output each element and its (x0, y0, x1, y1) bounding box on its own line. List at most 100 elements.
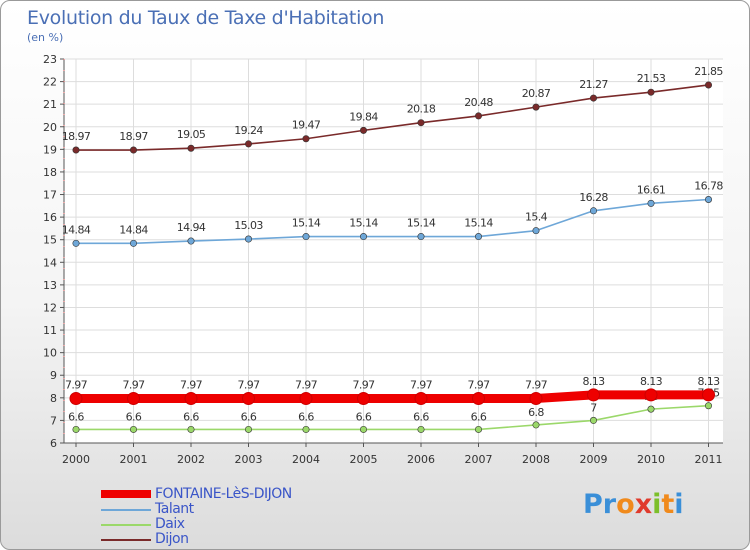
series-line-0 (71, 390, 713, 404)
data-point (474, 233, 482, 241)
data-point (302, 233, 310, 241)
legend-label-talant: Talant (155, 501, 194, 517)
data-point (187, 425, 195, 433)
data-point (187, 144, 195, 152)
data-point (242, 392, 255, 406)
data-point (357, 392, 370, 406)
legend-label-dijon: Dijon (155, 531, 189, 547)
y-tick-label: 18 (43, 166, 57, 179)
series-line-3 (75, 84, 710, 151)
data-label: 15.14 (292, 217, 321, 230)
data-label: 8.13 (697, 375, 720, 388)
data-label: 21.85 (694, 65, 723, 78)
data-point (589, 207, 597, 215)
data-label: 7.97 (467, 379, 490, 392)
data-point (587, 388, 600, 402)
data-point (532, 103, 540, 111)
x-tick-label: 2004 (292, 453, 320, 466)
data-label: 7.97 (410, 379, 433, 392)
data-point (474, 112, 482, 120)
data-point (245, 140, 253, 148)
data-point (130, 146, 138, 154)
logo-letter: x (634, 489, 653, 520)
logo-letter: o (616, 489, 635, 520)
data-label: 15.14 (464, 217, 493, 230)
proxiti-logo: Proxiti (583, 489, 684, 520)
data-label: 14.84 (62, 223, 91, 236)
data-point (647, 88, 655, 96)
data-point (704, 402, 712, 410)
data-label: 19.05 (177, 128, 206, 141)
x-tick-label: 2009 (580, 453, 608, 466)
data-label: 20.87 (522, 87, 551, 100)
y-tick-label: 8 (50, 392, 57, 405)
y-tick-label: 17 (43, 189, 57, 202)
x-tick-label: 2011 (695, 453, 723, 466)
data-point (414, 392, 428, 406)
x-tick-label: 2001 (120, 453, 148, 466)
y-tick-label: 16 (43, 211, 57, 224)
data-label: 6.6 (183, 410, 199, 423)
y-tick-label: 12 (43, 301, 57, 314)
data-label: 6.6 (68, 410, 84, 423)
y-tick-label: 11 (43, 324, 57, 337)
data-point (532, 227, 540, 235)
data-label: 6.6 (126, 410, 142, 423)
data-point (647, 405, 655, 413)
data-label: 7.97 (352, 379, 375, 392)
data-point (359, 126, 367, 134)
y-tick-label: 22 (43, 76, 57, 89)
data-point (702, 388, 715, 402)
logo-letter: P (583, 489, 603, 520)
data-label: 7.97 (295, 379, 318, 392)
x-tick-label: 2000 (62, 453, 90, 466)
data-point (302, 425, 310, 433)
data-label: 20.48 (464, 96, 493, 109)
data-point (69, 392, 83, 406)
data-label: 8.13 (640, 375, 663, 388)
data-point (302, 135, 310, 143)
legend-swatch-daix (101, 524, 151, 526)
y-tick-label: 23 (43, 53, 57, 66)
data-point (72, 146, 80, 154)
data-label: 15.4 (525, 211, 548, 224)
data-label: 16.61 (637, 183, 666, 196)
data-label: 20.18 (407, 103, 436, 116)
data-label: 6.6 (356, 410, 372, 423)
data-point (704, 81, 712, 89)
data-label: 6.8 (528, 406, 544, 419)
x-tick-label: 2005 (350, 453, 378, 466)
data-point (184, 392, 198, 406)
data-label: 14.94 (177, 221, 206, 234)
data-point (245, 235, 253, 243)
data-point (359, 233, 367, 241)
y-tick-label: 21 (43, 98, 57, 111)
data-label: 16.78 (694, 179, 723, 192)
data-label: 7.97 (237, 379, 260, 392)
data-point (704, 195, 712, 203)
logo-letter: i (652, 489, 662, 520)
data-point (529, 392, 543, 406)
data-point (130, 239, 138, 247)
data-point (589, 94, 597, 102)
data-label: 15.03 (234, 219, 263, 232)
series-line-2 (75, 404, 710, 431)
data-point (299, 392, 313, 406)
legend-swatch-talant (101, 509, 151, 511)
data-label: 6.6 (241, 410, 257, 423)
data-label: 14.84 (119, 223, 148, 236)
data-label: 6.6 (471, 410, 487, 423)
legend-label-fontaine: FONTAINE-LèS-DIJON (155, 486, 292, 502)
data-label: 16.28 (579, 191, 608, 204)
data-point (472, 392, 485, 406)
data-label: 19.24 (234, 124, 263, 137)
plot-area (64, 59, 723, 443)
data-point (72, 239, 80, 247)
data-point (130, 425, 138, 433)
legend-swatch-fontaine (101, 490, 151, 498)
data-label: 6.6 (413, 410, 429, 423)
series-line-1 (75, 198, 710, 245)
logo-letter: t (661, 489, 675, 520)
y-tick-label: 20 (43, 121, 57, 134)
